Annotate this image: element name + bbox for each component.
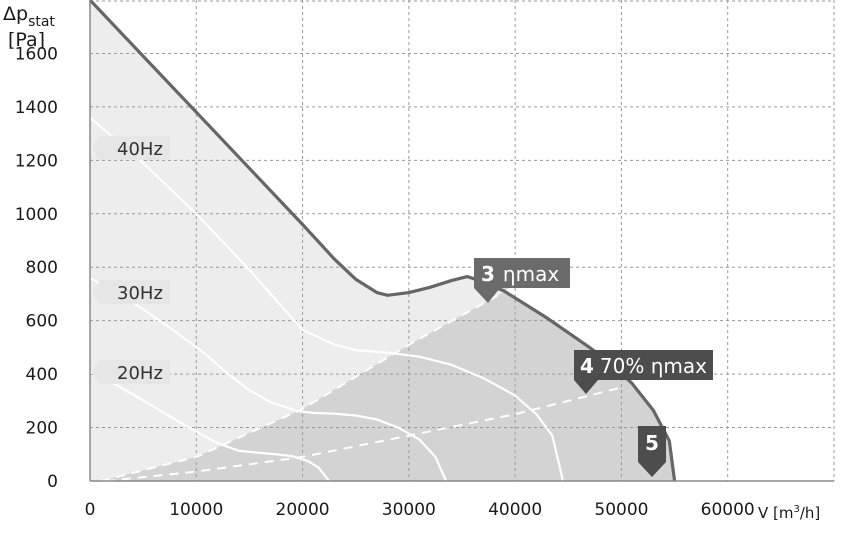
operating-line-3: [100, 285, 516, 482]
frequency-curve-20hz: [89, 370, 330, 482]
x-tick-label: 40000: [488, 500, 542, 520]
x-tick-label: 60000: [701, 500, 755, 520]
y-tick-labels: 0 200 400 600 800 1000 1200 1400 1600: [15, 44, 58, 492]
label-40hz: 40Hz: [92, 136, 170, 160]
y-axis-unit: [Pa]: [8, 29, 45, 51]
tag-4-number: 4: [580, 354, 594, 378]
x-tick-labels: 0 10000 20000 30000 40000 50000 60000: [85, 500, 755, 520]
frequency-curve-40hz: [89, 116, 565, 482]
tag-4-text: 70% ηmax: [600, 354, 707, 378]
svg-text:470% ηmax: 4 70% ηmax: [580, 354, 707, 378]
frequency-curves: [89, 116, 565, 482]
tag-3-text: ηmax: [503, 262, 559, 286]
x-tick-label: 20000: [276, 500, 330, 520]
tag-3-number: 3: [481, 262, 495, 286]
frequency-curve-30hz: [89, 276, 448, 482]
efficiency-region-fill: [100, 281, 675, 481]
y-tick-label: 200: [26, 419, 58, 439]
x-tick-label: 0: [85, 500, 96, 520]
y-tick-label: 1200: [15, 151, 58, 171]
x-axis-label: V [m3/h]: [758, 504, 820, 522]
x-tick-label: 10000: [169, 500, 223, 520]
label-20hz-text: 20Hz: [117, 363, 163, 384]
y-tick-label: 400: [26, 365, 58, 385]
y-axis-label: Δpstat: [3, 3, 55, 30]
y-tick-label: 1400: [15, 98, 58, 118]
tag-5: 5: [638, 426, 666, 477]
tag-4-70-eta-max: 4 70% ηmax: [574, 350, 713, 394]
x-tick-label: 30000: [382, 500, 436, 520]
y-tick-label: 0: [47, 472, 58, 492]
y-tick-label: 1600: [15, 44, 58, 64]
operating-lines: [100, 285, 622, 482]
operating-line-4: [105, 386, 622, 482]
label-40hz-text: 40Hz: [117, 139, 163, 160]
grid-lines: [90, 0, 835, 481]
y-tick-label: 1000: [15, 205, 58, 225]
y-tick-label: 800: [26, 258, 58, 278]
tag-5-number: 5: [645, 431, 659, 455]
label-30hz: 30Hz: [92, 280, 170, 304]
label-30hz-text: 30Hz: [117, 283, 163, 304]
x-tick-label: 50000: [594, 500, 648, 520]
y-tick-label: 600: [26, 312, 58, 332]
tag-3-eta-max: 3 ηmax: [474, 258, 570, 303]
label-20hz: 20Hz: [92, 360, 170, 384]
